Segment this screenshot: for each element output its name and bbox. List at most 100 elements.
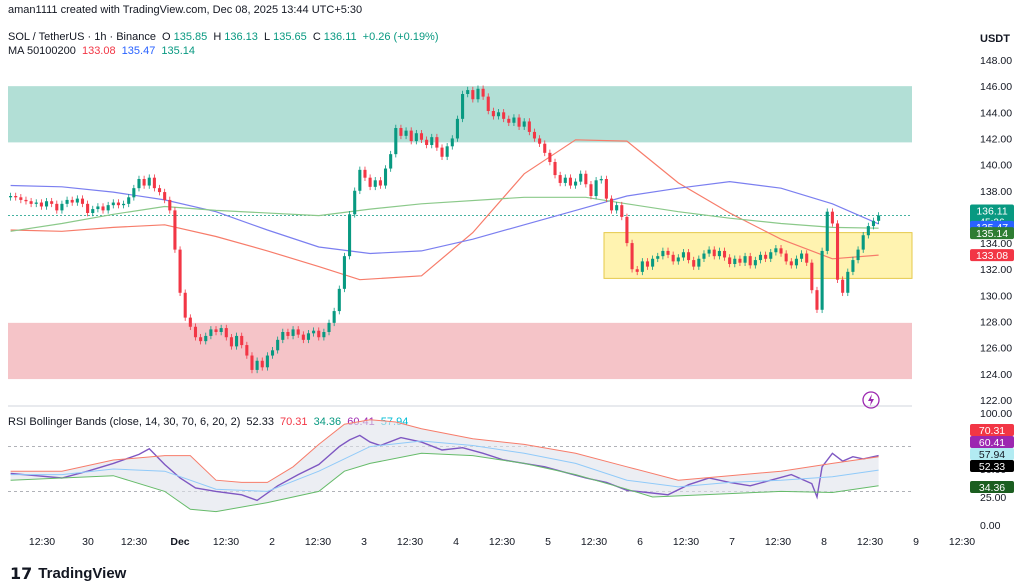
candle-body — [753, 260, 757, 266]
candle-body — [758, 254, 763, 261]
candle-body — [363, 169, 367, 178]
candle-body — [471, 90, 475, 100]
candle-body — [378, 180, 382, 186]
candle-body — [476, 88, 480, 100]
rsi-axis-tick: 50.00 — [980, 464, 1006, 476]
candle-body — [615, 205, 619, 211]
candle-body — [687, 252, 691, 261]
candle-body — [522, 121, 526, 127]
candle-body — [80, 198, 85, 204]
candle-body — [425, 139, 429, 145]
candle-body — [419, 133, 424, 140]
symbol-title[interactable]: SOL / TetherUS · 1h · Binance — [8, 31, 156, 43]
candle-body — [584, 173, 588, 185]
candle-body — [676, 257, 680, 262]
candle-body — [445, 146, 449, 157]
candle-body — [450, 138, 454, 147]
currency-label[interactable]: USDT — [980, 33, 1010, 45]
candle-body — [609, 198, 614, 211]
candle-body — [173, 210, 177, 250]
candle-body — [91, 209, 95, 213]
rsi-label-bg — [970, 424, 1014, 436]
rsi-label-text: 34.36 — [979, 482, 1005, 494]
candle-body — [461, 94, 465, 119]
price-axis-tick: 130.00 — [980, 290, 1012, 302]
chart-credit: aman1111 created with TradingView.com, D… — [8, 4, 363, 16]
time-axis-tick: 12:30 — [581, 536, 607, 548]
price-axis-tick: 142.00 — [980, 133, 1012, 145]
time-axis-tick: Dec — [170, 536, 189, 548]
candle-body — [630, 243, 634, 270]
candle-body — [620, 205, 624, 217]
rsi-legend[interactable]: RSI Bollinger Bands (close, 14, 30, 70, … — [8, 416, 411, 428]
rsi-line-lower — [10, 452, 879, 513]
candle-body — [106, 205, 110, 211]
candle-body — [286, 332, 290, 336]
price-axis-tick: 128.00 — [980, 317, 1012, 329]
candle-body — [651, 258, 655, 267]
candle-body — [666, 250, 670, 255]
price-label-bg — [970, 227, 1014, 240]
price-axis-tick: 148.00 — [980, 55, 1012, 67]
candle-body — [604, 179, 608, 199]
rsi-line-middle — [10, 440, 879, 492]
candle-body — [496, 112, 501, 117]
candle-body — [512, 117, 516, 123]
price-axis-tick: 132.00 — [980, 264, 1012, 276]
candle-body — [55, 203, 59, 211]
candle-body — [75, 198, 79, 203]
candle-body — [44, 201, 49, 207]
ma-legend[interactable]: MA 50100200 133.08 135.47 135.14 — [8, 45, 198, 57]
price-label-text: 133.08 — [976, 250, 1008, 262]
rsi-label-text: 60.41 — [979, 437, 1005, 449]
candle-body — [825, 211, 829, 251]
price-axis-tick: 134.00 — [980, 238, 1012, 250]
candle-body — [543, 143, 547, 153]
candle-body — [14, 196, 18, 198]
grid-layer — [8, 215, 912, 492]
candle-body — [65, 199, 69, 204]
candle-body — [9, 196, 13, 198]
candle-body — [430, 137, 434, 145]
candle-body — [86, 203, 90, 213]
candle-body — [738, 258, 742, 263]
candle-body — [835, 223, 840, 280]
ma-line-ma50 — [10, 139, 879, 281]
candle-body — [789, 261, 793, 266]
candle-body — [337, 288, 341, 312]
price-axis-tick: 138.00 — [980, 186, 1012, 198]
candle-body — [312, 330, 316, 334]
ma100-value: 135.47 — [121, 45, 156, 57]
price-label-bg — [970, 249, 1014, 262]
high-value: 136.13 — [224, 31, 258, 43]
candle-body — [707, 249, 711, 254]
candle-body — [656, 256, 660, 259]
candle-body — [502, 112, 506, 119]
ma-line-ma200 — [10, 196, 879, 232]
last-value-labels-layer: 136.1145:26135.47135.14133.0870.3160.415… — [970, 204, 1014, 494]
candle-body — [245, 345, 249, 356]
candle-body — [784, 253, 788, 262]
candle-body — [815, 290, 819, 310]
tradingview-logo-text: TradingView — [38, 565, 127, 582]
rsi-label-bg — [970, 448, 1014, 460]
candle-body — [163, 192, 167, 200]
candle-body — [409, 130, 413, 142]
tradingview-logo[interactable]: 17 TradingView — [10, 564, 126, 583]
price-label-text: 136.11 — [976, 205, 1007, 217]
candle-body — [178, 249, 182, 293]
time-axis-tick: 30 — [82, 536, 94, 548]
candle-body — [414, 133, 418, 142]
candle-body — [764, 254, 768, 259]
candle-body — [491, 111, 495, 117]
candle-body — [733, 258, 737, 264]
candle-body — [127, 197, 131, 204]
axes-layer: 148.00 146.00 144.00 142.00 140.00 138.00 136.… — [29, 55, 1012, 548]
candle-body — [358, 169, 362, 191]
ma-line-ma100 — [10, 180, 879, 255]
lightning-icon[interactable] — [861, 390, 881, 410]
candle-body — [692, 260, 696, 267]
candle-body — [820, 250, 824, 310]
candle-body — [486, 96, 490, 111]
